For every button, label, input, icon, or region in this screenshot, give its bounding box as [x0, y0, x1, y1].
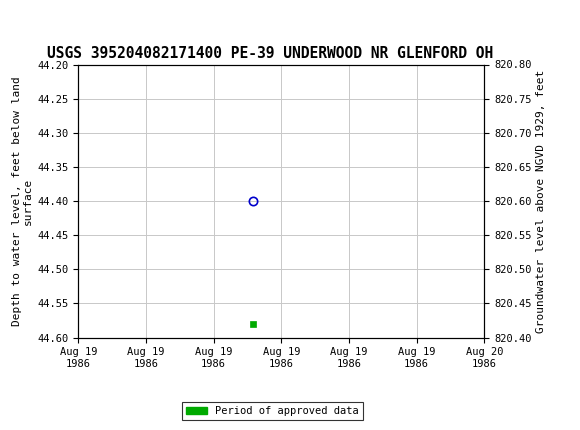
Y-axis label: Groundwater level above NGVD 1929, feet: Groundwater level above NGVD 1929, feet	[536, 69, 546, 333]
Legend: Period of approved data: Period of approved data	[182, 402, 363, 421]
Text: USGS 395204082171400 PE-39 UNDERWOOD NR GLENFORD OH: USGS 395204082171400 PE-39 UNDERWOOD NR …	[46, 46, 493, 61]
Text: USGS: USGS	[62, 13, 130, 33]
Y-axis label: Depth to water level, feet below land
surface: Depth to water level, feet below land su…	[12, 76, 33, 326]
